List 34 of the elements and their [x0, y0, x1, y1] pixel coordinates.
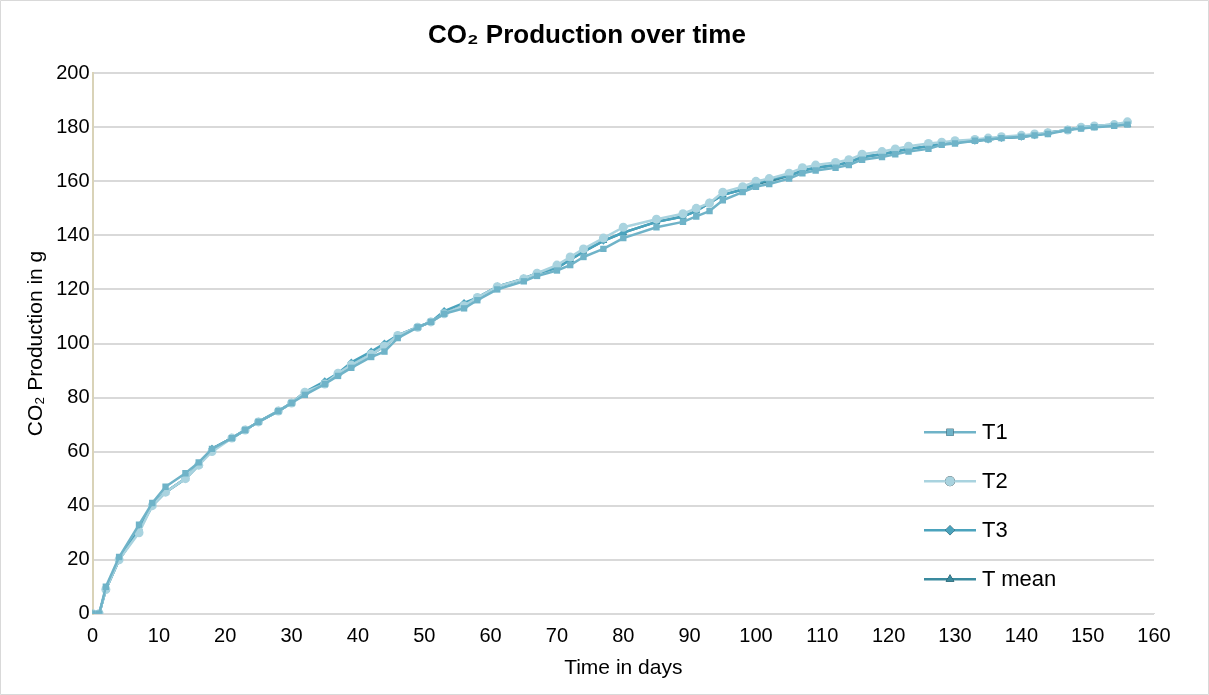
x-axis-title: Time in days [564, 655, 683, 679]
y-tick-label: 80 [67, 385, 90, 408]
x-tick-label: 160 [1137, 624, 1171, 647]
x-tick-label: 150 [1070, 624, 1105, 647]
x-tick-label: 30 [280, 624, 303, 647]
chart-title: CO₂ Production over time [428, 18, 746, 49]
y-tick-label: 180 [56, 114, 90, 137]
x-tick-label: 60 [479, 624, 502, 647]
y-tick-label: 160 [56, 168, 90, 191]
y-axis-title: CO₂ Production in g [23, 250, 47, 437]
x-tick-label: 80 [612, 624, 635, 647]
x-tick-label: 130 [938, 624, 972, 647]
y-tick-label: 0 [78, 601, 90, 624]
y-tick-label: 140 [56, 222, 90, 245]
y-tick-label: 120 [56, 276, 90, 299]
x-tick-label: 120 [871, 624, 906, 647]
y-tick-label: 20 [67, 547, 90, 570]
y-tick-label: 200 [56, 60, 90, 83]
x-tick-label: 50 [413, 624, 436, 647]
x-tick-label: 100 [739, 624, 773, 647]
y-tick-label: 100 [56, 331, 90, 354]
x-tick-label: 40 [346, 624, 370, 647]
x-tick-label: 140 [1004, 624, 1039, 647]
x-tick-label: 110 [806, 624, 839, 647]
x-tick-label: 20 [214, 624, 237, 647]
x-tick-label: 10 [147, 624, 171, 647]
y-tick-label: 40 [67, 493, 90, 516]
legend-label: T1 [982, 419, 1008, 445]
legend-label: T3 [982, 517, 1008, 543]
legend-label: T2 [982, 468, 1008, 494]
x-tick-label: 90 [678, 624, 701, 647]
y-tick-label: 60 [67, 439, 90, 462]
legend-label: T mean [982, 566, 1057, 592]
x-tick-label: 70 [545, 624, 569, 647]
